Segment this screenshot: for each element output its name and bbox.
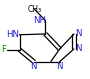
Text: N: N — [31, 62, 37, 71]
Text: F: F — [1, 45, 6, 54]
Text: HN: HN — [6, 30, 19, 39]
Text: N: N — [75, 29, 81, 38]
Text: N: N — [75, 44, 81, 53]
Text: CH₃: CH₃ — [28, 5, 42, 14]
Text: NH: NH — [33, 16, 46, 25]
Text: N: N — [56, 62, 63, 71]
